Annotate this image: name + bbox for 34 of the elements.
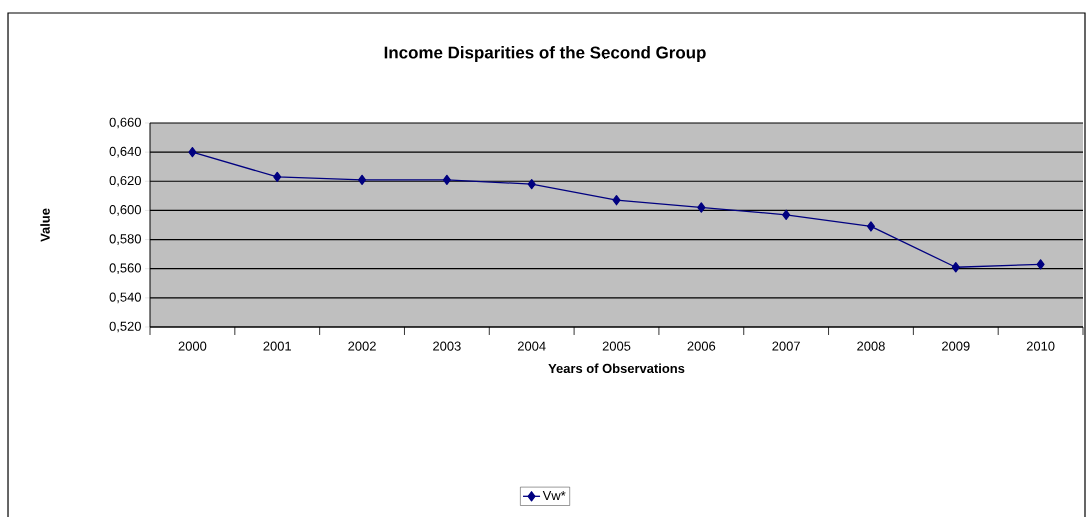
point [188, 146, 197, 158]
point [273, 171, 282, 183]
x-tick-label: 2009 [942, 341, 970, 351]
x-tick-label: 2003 [433, 341, 461, 351]
point [782, 209, 791, 220]
point [358, 174, 367, 185]
x-tick-label: 2002 [348, 341, 376, 351]
y-tick-label: 0,620 [109, 175, 141, 187]
y-tick-label: 0,540 [109, 292, 141, 304]
point [866, 221, 875, 232]
point [527, 179, 536, 190]
x-tick-label: 2000 [178, 341, 207, 351]
point [612, 195, 621, 206]
point [1036, 259, 1045, 270]
y-axis-title: Value [40, 208, 50, 242]
x-axis-title: Years of Observations [548, 363, 685, 374]
point [697, 202, 706, 213]
legend-label: Vw* [542, 491, 566, 501]
y-tick-label: 0,600 [109, 205, 141, 216]
x-tick-label: 2008 [857, 341, 885, 351]
chart-title: Income Disparities of the Second Group [384, 46, 706, 62]
x-tick-label: 2004 [517, 341, 546, 351]
x-tick-label: 2005 [602, 341, 631, 351]
y-tick-label: 0,560 [109, 263, 141, 275]
x-tick-label: 2010 [1026, 341, 1055, 351]
x-tick-label: 2001 [263, 341, 292, 351]
x-tick-label: 2007 [772, 341, 800, 351]
x-tick-label: 2006 [687, 341, 716, 351]
y-tick-label: 0,580 [109, 234, 141, 245]
point [951, 262, 960, 273]
y-tick-label: 0,640 [109, 146, 141, 158]
point [442, 174, 451, 185]
y-tick-label: 0,660 [109, 117, 141, 129]
y-tick-label: 0,520 [109, 321, 141, 333]
